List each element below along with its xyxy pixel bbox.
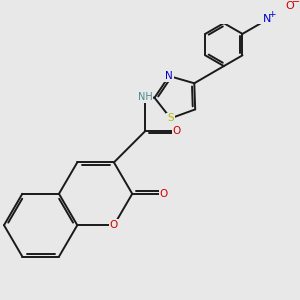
Text: N: N — [263, 14, 272, 25]
Text: O: O — [110, 220, 118, 230]
Text: O: O — [286, 2, 294, 11]
Text: O: O — [160, 189, 168, 199]
Text: N: N — [165, 71, 173, 81]
Text: −: − — [292, 0, 300, 8]
Text: S: S — [167, 113, 174, 123]
Text: O: O — [172, 126, 181, 136]
Text: +: + — [268, 10, 276, 19]
Text: NH: NH — [138, 92, 153, 102]
Text: O: O — [250, 0, 259, 2]
